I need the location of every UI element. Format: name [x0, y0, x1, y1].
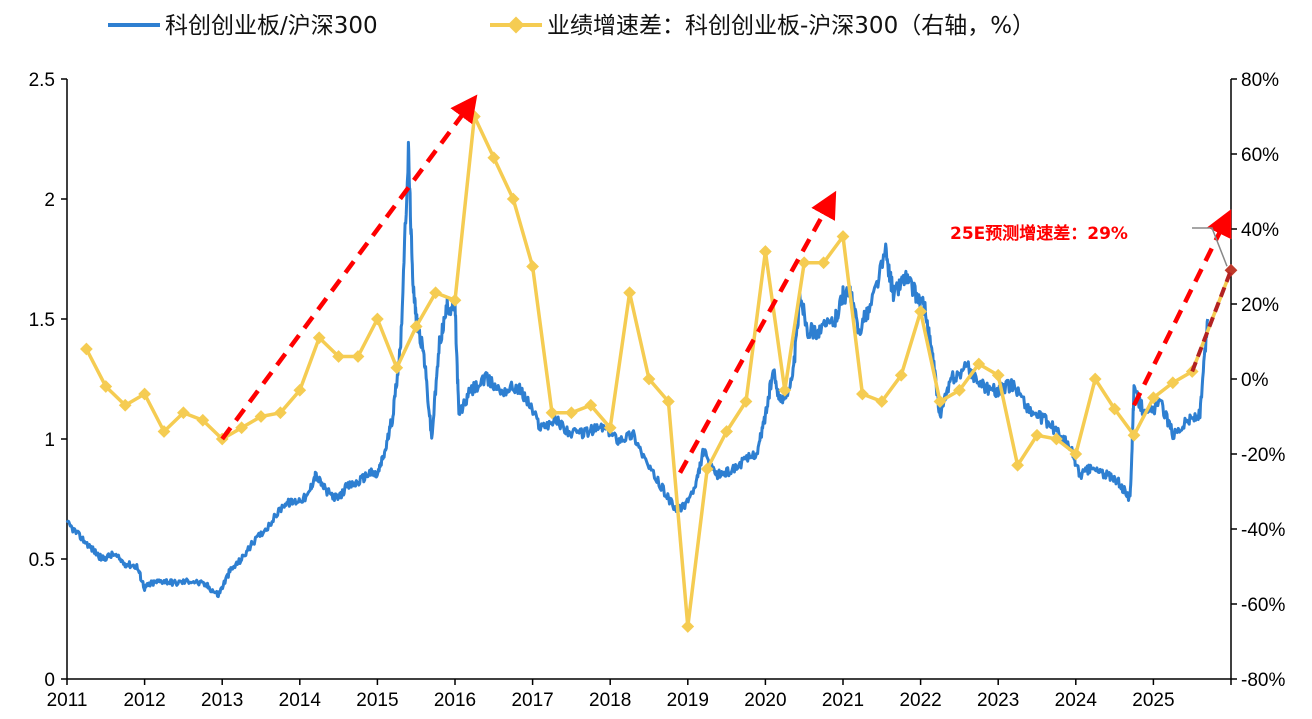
y-right-tick-label: -40%	[1241, 520, 1285, 541]
x-tick-label: 2022	[899, 690, 941, 711]
y-right-tick-label: 40%	[1241, 220, 1279, 241]
x-tick-label: 2025	[1132, 690, 1174, 711]
y-left-tick-label: 0.5	[29, 550, 55, 571]
series-2-point	[448, 293, 462, 307]
x-tick-label: 2018	[589, 690, 631, 711]
y-right-tick-label: 80%	[1241, 70, 1279, 91]
x-tick-label: 2015	[356, 690, 398, 711]
y-right-tick-label: 60%	[1241, 145, 1279, 166]
x-tick-label: 2024	[1055, 690, 1098, 711]
series-2-point	[487, 151, 501, 165]
x-tick-label: 2019	[667, 690, 709, 711]
series-2-point	[99, 380, 113, 393]
forecast-segment	[1190, 269, 1233, 373]
series	[65, 110, 1238, 633]
series-2-point	[565, 406, 578, 420]
series-2-point	[332, 350, 345, 363]
annotation: 25E预测增速差：29%	[950, 223, 1228, 267]
series-2-point	[196, 413, 210, 427]
series-2-point	[429, 286, 442, 300]
y-right-tick-label: 0%	[1241, 370, 1269, 391]
series-2-point	[759, 245, 772, 258]
x-tick-label: 2020	[744, 690, 786, 711]
x-tick-label: 2014	[279, 690, 322, 711]
legend-label-series-2: 业绩增速差：科创创业板-沪深300（右轴，%）	[547, 13, 1035, 39]
y-left-tick-label: 1	[44, 430, 55, 451]
series-2-point	[797, 256, 811, 270]
x-tick-label: 2012	[123, 690, 165, 711]
trend-arrows	[220, 94, 1233, 474]
x-tick-label: 2011	[47, 690, 88, 711]
y-left-tick-label: 2	[44, 190, 55, 211]
x-tick-label: 2016	[434, 690, 476, 711]
annotation-leader-line	[1192, 227, 1228, 267]
x-tick-label: 2021	[822, 690, 864, 711]
y-left-tick-label: 0	[44, 670, 55, 691]
series-2-point	[351, 350, 365, 363]
legend-label-series-1: 科创创业板/沪深300	[165, 13, 378, 39]
series-2-point	[468, 110, 481, 123]
forecast-annotation-text: 25E预测增速差：29%	[950, 223, 1128, 244]
trend-arrow-1	[220, 94, 478, 441]
trend-arrow-3	[1131, 209, 1232, 407]
series-2-point	[526, 260, 539, 273]
ticks: 0 0.5 1 1.5 2 2.5 -80% -60% -40% -20% 0% 20% 40% 60% 8…	[29, 70, 1286, 711]
series-2-point	[157, 425, 171, 438]
series-2-point	[623, 286, 636, 300]
legend-entry-series-1: 科创创业板/沪深300	[108, 13, 378, 39]
series-2-point	[118, 398, 132, 412]
series-2-point	[371, 312, 384, 326]
series-2-point	[138, 387, 151, 401]
y-left-tick-label: 2.5	[29, 70, 55, 91]
series-2-point	[312, 331, 326, 345]
y-right-tick-label: 20%	[1241, 295, 1279, 316]
series-line-2	[84, 114, 1233, 629]
trend-arrow-2	[678, 190, 837, 474]
y-left-tick-label: 1.5	[29, 310, 55, 331]
series-line-1	[65, 140, 1210, 599]
series-2-point	[254, 410, 268, 423]
series-2-point	[177, 406, 190, 420]
legend: 科创创业板/沪深300 业绩增速差：科创创业板-沪深300（右轴，%）	[108, 13, 1035, 39]
y-right-tick-label: -80%	[1241, 670, 1285, 691]
series-2-point	[390, 361, 404, 375]
series-2-point	[856, 387, 869, 401]
series-2-point	[274, 406, 287, 420]
x-tick-label: 2017	[511, 690, 553, 711]
series-2-point	[409, 320, 423, 333]
legend-entry-series-2: 业绩增速差：科创创业板-沪深300（右轴，%）	[490, 13, 1035, 39]
series-2-point	[80, 342, 93, 356]
x-tick-label: 2023	[977, 690, 1019, 711]
series-2-point	[235, 421, 248, 435]
x-tick-label: 2013	[201, 690, 243, 711]
y-right-tick-label: -20%	[1241, 445, 1285, 466]
legend-marker-series-2	[507, 16, 525, 34]
series-2-point	[293, 383, 307, 397]
series-2-point	[681, 620, 695, 633]
y-right-tick-label: -60%	[1241, 595, 1285, 616]
series-2-point	[506, 192, 520, 206]
